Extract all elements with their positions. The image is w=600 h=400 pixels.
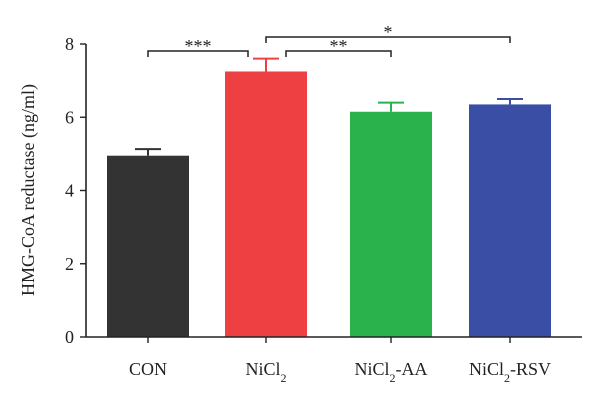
bar-1 [225,71,307,337]
significance-line-1 [285,50,392,57]
significance-bracket-0: *** [147,36,249,57]
error-bar-0 [135,148,161,156]
y-tick-label-0: 0 [65,327,74,347]
error-bar-2 [378,101,404,112]
y-tick-label-4: 4 [65,181,74,201]
x-tick-label-1: NiCl2 [245,359,286,385]
significance-label-1: ** [330,36,348,56]
error-bar-1 [253,57,279,72]
y-tick-label-8: 8 [65,34,74,54]
y-tick-label-6: 6 [65,107,74,127]
bar-0 [107,155,189,337]
significance-group: *** *** [147,22,511,57]
error-bar-3 [497,97,523,105]
y-tick-label-2: 2 [65,254,74,274]
y-axis-label: HMG-CoA reductase (ng/ml) [18,84,39,296]
bar-3 [469,104,551,338]
bars-group [107,71,551,338]
significance-line-0 [147,50,249,57]
significance-bracket-1: ** [285,36,392,57]
x-tick-labels-group: CON NiCl2 NiCl2-AA NiCl2-RSV [129,337,551,385]
significance-label-0: *** [185,36,212,56]
error-bars-group [135,57,523,156]
significance-bracket-2: * [265,22,511,43]
x-tick-label-2: NiCl2-AA [354,359,427,385]
bar-2 [350,111,432,337]
x-tick-label-3: NiCl2-RSV [469,359,551,385]
significance-line-2 [265,36,511,43]
x-tick-label-0: CON [129,359,167,379]
y-ticks-group: 0 2 4 6 8 [65,34,86,347]
significance-label-2: * [384,22,393,42]
